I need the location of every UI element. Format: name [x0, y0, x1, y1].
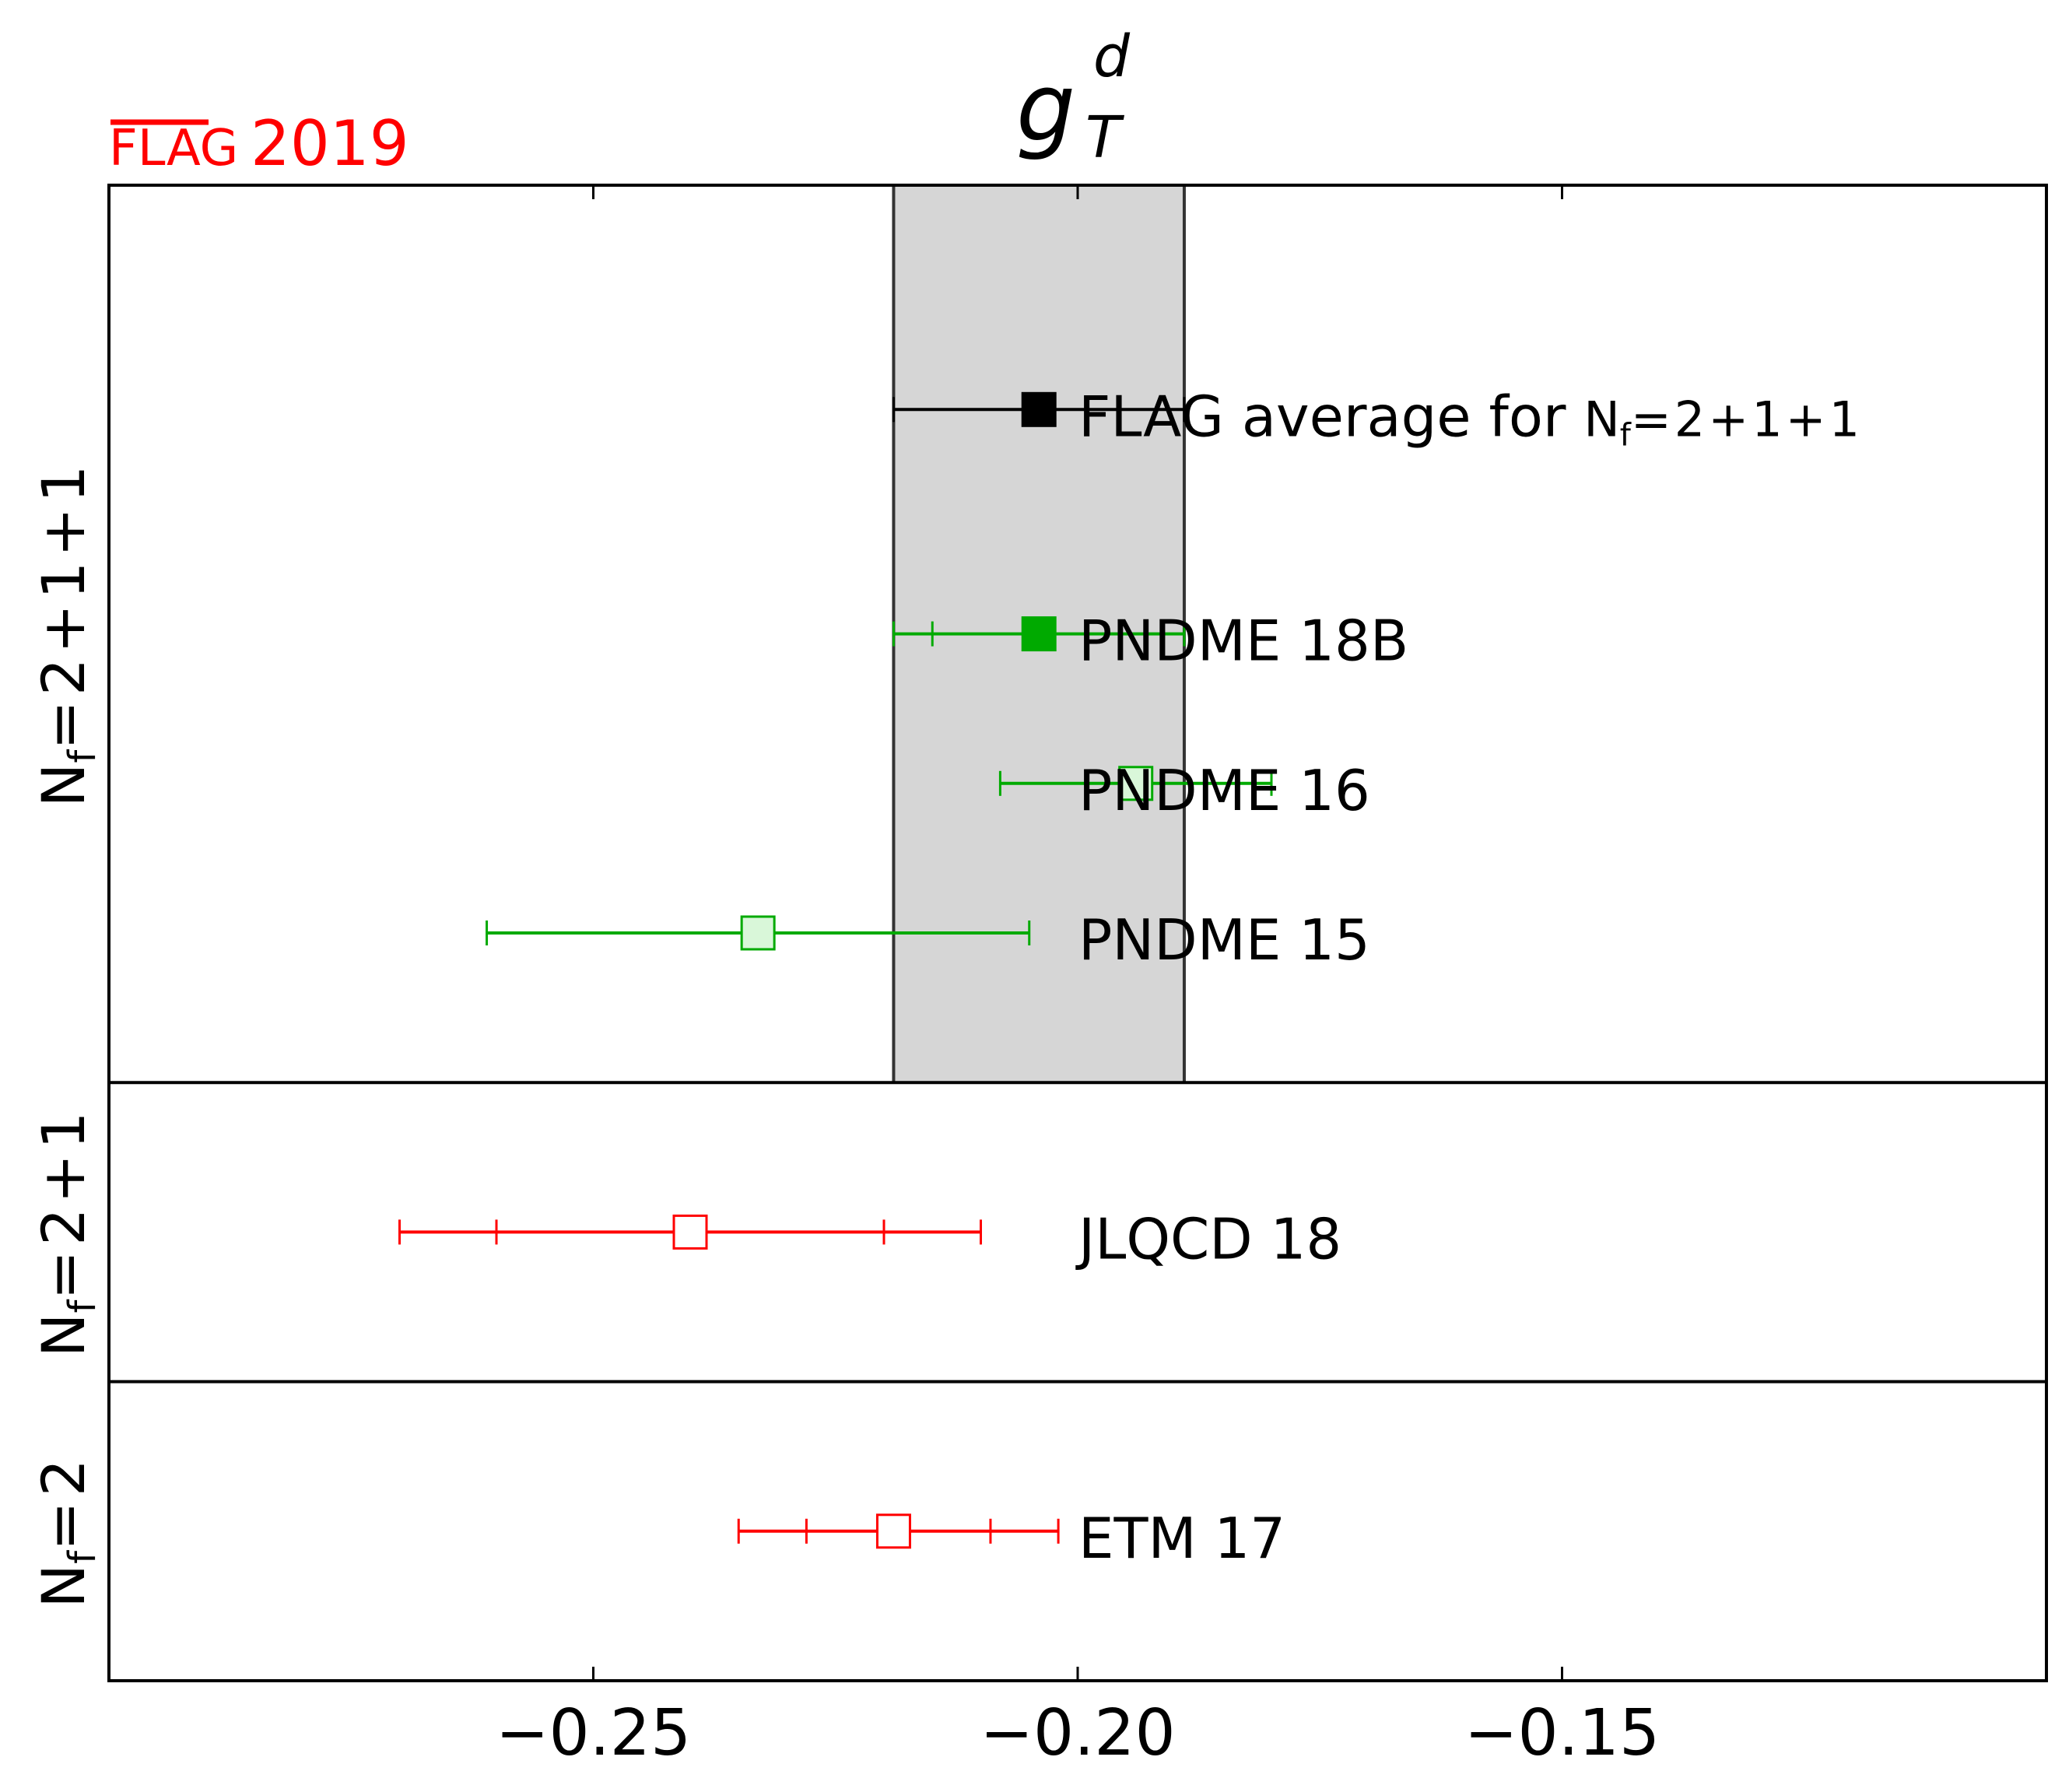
flag-badge: FLAG 2019: [109, 107, 409, 180]
title-sub: T: [1085, 104, 1125, 171]
point-label: ETM 17: [1078, 1506, 1285, 1571]
x-tick-label: −0.15: [1464, 1696, 1660, 1770]
data-marker: [672, 1214, 708, 1250]
chart-title: g d T: [1016, 23, 1131, 171]
data-point: PNDME 18B: [892, 608, 1408, 674]
flag-year: 2019: [251, 107, 409, 180]
plot-area: −0.25 −0.20 −0.15 Nf=2+1+1 Nf=2+1 Nf=2 FLAG av…: [29, 184, 2048, 1770]
group-label: Nf=2+1: [29, 1106, 104, 1357]
data-point: FLAG average for Nf=2+1+1: [892, 384, 1863, 453]
point-label: PNDME 18B: [1078, 608, 1408, 674]
group-label: Nf=2+1+1: [29, 461, 104, 808]
data-marker: [875, 1513, 911, 1549]
data-marker: [1021, 391, 1057, 427]
data-point: PNDME 16: [998, 758, 1370, 823]
data-point: ETM 17: [737, 1506, 1285, 1571]
data-point: JLQCD 18: [398, 1206, 1341, 1271]
data-marker: [1118, 766, 1154, 801]
data-marker: [1021, 616, 1057, 652]
group-label: Nf=2: [29, 1454, 104, 1608]
point-label: PNDME 16: [1078, 758, 1370, 823]
data-point: PNDME 15: [486, 907, 1370, 973]
data-marker: [740, 915, 776, 951]
flag-label: FLAG: [109, 120, 238, 177]
x-tick-label: −0.25: [496, 1696, 691, 1770]
point-label: FLAG average for Nf=2+1+1: [1078, 384, 1863, 453]
x-tick-label: −0.20: [980, 1696, 1175, 1770]
point-label: JLQCD 18: [1075, 1206, 1341, 1271]
title-main: g: [1016, 54, 1075, 163]
title-sup: d: [1093, 23, 1131, 90]
point-label: PNDME 15: [1078, 907, 1370, 973]
